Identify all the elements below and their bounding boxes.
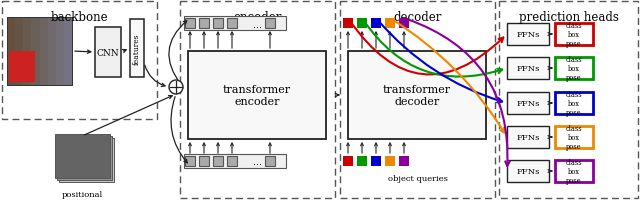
Text: object queries: object queries <box>388 174 447 182</box>
Text: positional
encoding: positional encoding <box>61 190 102 200</box>
Bar <box>340 2 495 198</box>
Bar <box>23 18 33 86</box>
Text: FFNs: FFNs <box>516 133 540 141</box>
Bar <box>31 18 40 86</box>
Bar <box>55 134 110 178</box>
Bar <box>265 19 275 29</box>
Bar <box>213 156 223 166</box>
Bar <box>385 19 395 29</box>
Text: FFNs: FFNs <box>516 100 540 107</box>
Bar <box>7 18 72 86</box>
Bar <box>357 19 367 29</box>
Bar <box>507 126 549 148</box>
Bar <box>185 156 195 166</box>
Text: FFNs: FFNs <box>516 65 540 73</box>
Bar <box>265 156 275 166</box>
Text: class
box
pose: class box pose <box>566 90 582 117</box>
Bar <box>555 160 593 182</box>
Bar <box>130 20 144 78</box>
Text: FFNs: FFNs <box>516 31 540 39</box>
Bar <box>357 156 367 166</box>
Circle shape <box>169 81 183 95</box>
Bar <box>7 18 16 86</box>
Bar <box>227 156 237 166</box>
Bar <box>56 18 65 86</box>
Bar <box>399 19 409 29</box>
Bar <box>7 18 72 86</box>
Text: backbone: backbone <box>51 11 108 24</box>
Text: decoder: decoder <box>394 11 442 24</box>
Bar <box>555 93 593 114</box>
Bar <box>555 126 593 148</box>
Bar <box>95 28 121 78</box>
Text: prediction heads: prediction heads <box>518 11 618 24</box>
Bar <box>59 138 114 182</box>
Bar <box>2 2 157 119</box>
Text: class
box
pose: class box pose <box>566 158 582 184</box>
Text: FFNs: FFNs <box>516 167 540 175</box>
Bar <box>348 52 486 139</box>
Text: encoder: encoder <box>234 11 282 24</box>
Bar <box>185 19 195 29</box>
Text: class
box
pose: class box pose <box>566 124 582 150</box>
Bar <box>343 156 353 166</box>
Bar <box>507 160 549 182</box>
Bar <box>180 2 335 198</box>
Bar <box>227 19 237 29</box>
Bar <box>188 52 326 139</box>
Text: transformer
decoder: transformer decoder <box>383 85 451 106</box>
Text: ...: ... <box>253 19 262 29</box>
Bar <box>507 93 549 114</box>
Text: class
box
pose: class box pose <box>566 56 582 82</box>
Bar <box>343 19 353 29</box>
Text: CNN: CNN <box>97 48 119 57</box>
Bar <box>499 2 638 198</box>
Bar <box>371 19 381 29</box>
Bar <box>184 17 286 31</box>
Bar <box>47 18 57 86</box>
Bar <box>555 24 593 46</box>
Bar <box>199 156 209 166</box>
Bar <box>15 18 24 86</box>
Bar <box>507 58 549 80</box>
Bar <box>64 18 73 86</box>
Bar <box>184 154 286 168</box>
Bar <box>9 52 35 82</box>
Text: ...: ... <box>253 157 262 167</box>
Text: class
box
pose: class box pose <box>566 22 582 48</box>
Bar <box>57 136 112 180</box>
Bar <box>40 18 49 86</box>
Bar <box>199 19 209 29</box>
Bar <box>371 156 381 166</box>
Text: transformer
encoder: transformer encoder <box>223 85 291 106</box>
Bar <box>555 58 593 80</box>
Bar <box>213 19 223 29</box>
Text: features: features <box>133 33 141 64</box>
Bar <box>385 156 395 166</box>
Bar <box>399 156 409 166</box>
Bar <box>507 24 549 46</box>
